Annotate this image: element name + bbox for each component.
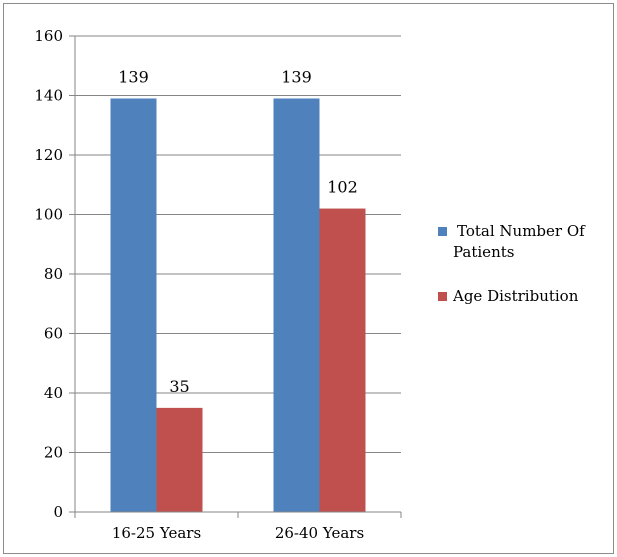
bar-total-patients <box>273 98 320 512</box>
data-label: 35 <box>169 377 189 396</box>
bars <box>110 98 366 513</box>
chart-frame: 0 20 40 60 80 100 120 140 160 139 35 139 102 16-25 … <box>3 3 614 554</box>
x-category-label: 16-25 Years <box>112 524 201 542</box>
legend-swatch <box>438 292 447 301</box>
legend-label: Total Number Of <box>457 222 586 240</box>
y-tick-label: 160 <box>34 27 63 45</box>
y-tick-label: 60 <box>44 325 63 343</box>
y-tick-label: 20 <box>44 444 63 462</box>
y-tick-label: 120 <box>34 146 63 164</box>
data-labels: 139 35 139 102 <box>118 67 358 395</box>
y-tick-label: 40 <box>44 384 63 402</box>
data-label: 139 <box>118 67 149 86</box>
data-label: 102 <box>327 178 358 197</box>
legend-swatch <box>438 227 447 236</box>
x-axis: 16-25 Years 26-40 Years <box>69 36 402 542</box>
data-label: 139 <box>281 67 312 86</box>
y-axis-ticks: 0 20 40 60 80 100 120 140 160 <box>34 27 63 521</box>
bar-chart: 0 20 40 60 80 100 120 140 160 139 35 139 102 16-25 … <box>34 27 586 542</box>
y-tick-label: 140 <box>34 87 63 105</box>
legend-label: Age Distribution <box>452 287 579 305</box>
x-category-label: 26-40 Years <box>275 524 364 542</box>
bar-total-patients <box>110 98 157 512</box>
y-tick-label: 80 <box>44 265 63 283</box>
y-tick-label: 100 <box>34 206 63 224</box>
legend: Total Number Of Patients Age Distribution <box>438 222 586 305</box>
y-tick-label: 0 <box>53 503 63 521</box>
legend-label: Patients <box>453 243 514 261</box>
bar-age-distribution <box>156 407 203 512</box>
bar-age-distribution <box>319 208 366 513</box>
